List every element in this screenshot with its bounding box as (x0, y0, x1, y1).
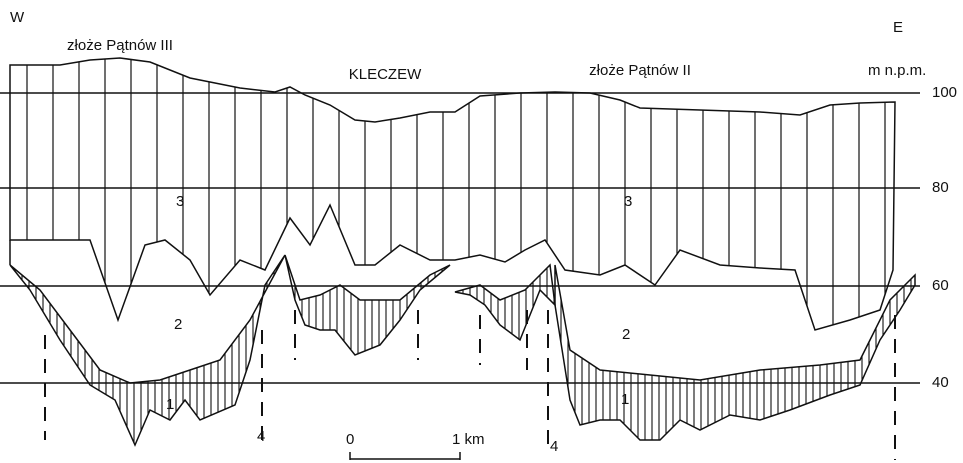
layer-label: 2 (174, 316, 182, 333)
elevation-label: 60 (932, 277, 949, 294)
layer-label: 3 (176, 193, 184, 210)
layer-label: 3 (624, 193, 632, 210)
scale-label: 0 (346, 431, 354, 448)
layer-label: 1 (621, 391, 629, 408)
layer-3 (10, 58, 895, 330)
town-label: KLECZEW (349, 66, 422, 83)
unit-label: m n.p.m. (868, 62, 926, 79)
east-label: E (893, 19, 903, 36)
elevation-label: 40 (932, 374, 949, 391)
fault-label: 4 (257, 428, 265, 445)
deposit-label: złoże Pątnów II (589, 62, 691, 79)
scale-label: 1 km (452, 431, 485, 448)
west-label: W (10, 9, 25, 26)
cross-section: W E złoże Pątnów III KLECZEW złoże Pątnó… (0, 0, 963, 463)
fault-label: 4 (550, 438, 558, 455)
layer-label: 1 (166, 396, 174, 413)
elevation-label: 80 (932, 179, 949, 196)
layer-1-small (455, 265, 555, 340)
layer-label: 2 (622, 326, 630, 343)
layer-1-middle (285, 255, 450, 355)
scale-bar (350, 452, 460, 460)
elevation-label: 100 (932, 84, 957, 101)
deposit-label: złoże Pątnów III (67, 37, 173, 54)
layer-1-west (10, 255, 285, 445)
